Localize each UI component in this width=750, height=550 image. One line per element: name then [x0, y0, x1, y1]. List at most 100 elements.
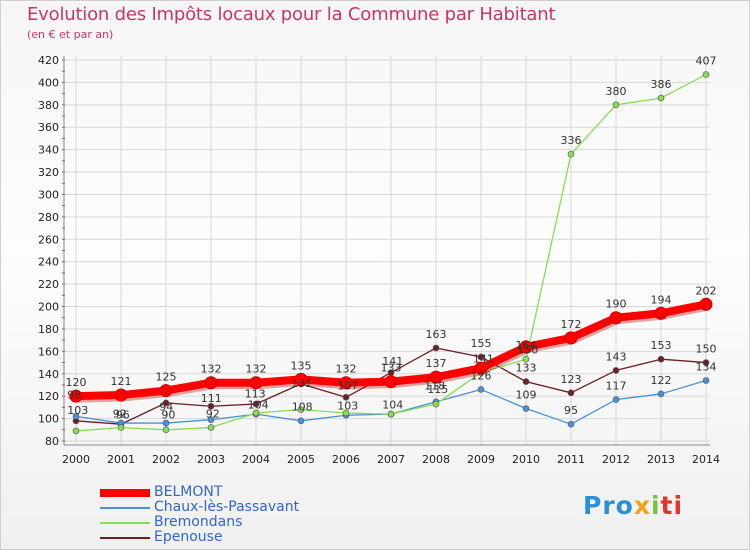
data-point	[474, 361, 488, 375]
data-point	[567, 420, 575, 428]
x-tick-label: 2006	[332, 453, 360, 466]
data-label: 132	[246, 363, 267, 376]
data-point	[567, 389, 575, 397]
data-label: 336	[561, 134, 582, 147]
data-label-overlap: 103	[337, 400, 358, 413]
data-label: 380	[606, 85, 627, 98]
data-label: 120	[66, 376, 87, 389]
data-label-overlap: 92	[113, 407, 127, 420]
data-point	[657, 355, 665, 363]
data-point	[477, 353, 485, 361]
x-tick-label: 2011	[557, 453, 585, 466]
data-label: 109	[516, 389, 537, 402]
logo-part-4: ti	[660, 491, 684, 520]
data-point	[477, 386, 485, 393]
data-label: 132	[336, 363, 357, 376]
y-tick-label: 320	[38, 166, 59, 179]
legend-swatch	[100, 522, 150, 524]
data-point	[252, 400, 260, 408]
chart-subtitle: (en € et par an)	[27, 28, 114, 41]
data-label-overlap: 115	[427, 383, 448, 396]
data-label: 143	[606, 350, 627, 363]
data-point	[297, 417, 305, 425]
legend-swatch	[100, 537, 150, 539]
data-label-overlap: 104	[382, 399, 403, 412]
data-label: 134	[696, 360, 717, 373]
data-point	[702, 359, 710, 366]
data-point	[252, 409, 260, 417]
data-point	[72, 427, 80, 435]
data-label: 164	[516, 339, 537, 352]
x-tick-label: 2012	[602, 453, 630, 466]
y-tick-label: 360	[38, 121, 59, 134]
data-label: 135	[291, 359, 312, 372]
data-label: 150	[696, 343, 717, 356]
data-label-overlap: 141	[473, 353, 494, 366]
data-label-overlap: 108	[292, 401, 313, 414]
y-tick-label: 80	[45, 435, 59, 448]
y-tick-label: 120	[38, 390, 59, 403]
y-tick-label: 220	[38, 278, 59, 291]
data-label: 123	[561, 373, 582, 386]
data-point	[564, 331, 578, 345]
data-point	[162, 399, 170, 407]
data-point	[702, 377, 710, 384]
data-label: 126	[471, 369, 492, 382]
data-point	[654, 306, 668, 320]
x-tick-label: 2007	[377, 453, 405, 466]
data-point	[162, 419, 170, 427]
data-point	[117, 424, 125, 431]
x-tick-label: 2010	[512, 453, 540, 466]
x-tick-label: 2014	[692, 453, 720, 466]
legend-label: Epenouse	[154, 529, 223, 545]
x-tick-label: 2000	[62, 453, 90, 466]
y-tick-label: 280	[38, 211, 59, 224]
data-label: 122	[651, 374, 672, 387]
data-label: 155	[471, 337, 492, 350]
data-label-overlap: 107	[337, 379, 358, 392]
data-label: 153	[651, 339, 672, 352]
y-tick-label: 380	[38, 99, 59, 112]
data-label-overlap: 92	[206, 407, 220, 420]
data-point	[159, 384, 173, 398]
data-label-overlap: 98	[67, 388, 81, 401]
data-point	[207, 402, 215, 410]
data-point	[612, 367, 620, 374]
data-point	[522, 355, 530, 363]
proxiti-logo: Proxiti	[583, 491, 683, 520]
data-point	[204, 376, 218, 390]
logo-part-2: x	[633, 491, 651, 520]
data-point	[609, 311, 623, 325]
y-tick-label: 200	[38, 301, 59, 314]
data-point	[387, 410, 395, 418]
data-label: 202	[696, 284, 717, 297]
legend-swatch	[100, 489, 150, 497]
data-point	[699, 297, 713, 311]
y-tick-label: 180	[38, 323, 59, 336]
data-point	[657, 94, 665, 102]
data-point	[162, 426, 170, 434]
x-tick-label: 2002	[152, 453, 180, 466]
x-tick-label: 2009	[467, 453, 495, 466]
data-label: 133	[381, 362, 402, 375]
data-point	[297, 406, 305, 413]
data-point	[432, 400, 440, 408]
data-label-overlap: 111	[201, 392, 222, 405]
data-label-overlap: 150	[517, 344, 538, 357]
chart-title: Evolution des Impôts locaux pour la Comm…	[27, 4, 556, 25]
data-label-overlap: 131	[291, 377, 312, 390]
y-tick-label: 300	[38, 188, 59, 201]
legend-label: Bremondans	[154, 514, 243, 530]
logo-part-3: i	[650, 491, 661, 520]
data-point	[384, 375, 398, 389]
data-label-overlap: 94	[159, 401, 173, 414]
data-point	[342, 393, 350, 401]
data-point	[702, 71, 710, 78]
legend-swatch	[100, 507, 150, 509]
data-point	[207, 424, 215, 431]
y-tick-label: 160	[38, 345, 59, 358]
y-tick-label: 400	[38, 76, 59, 89]
data-label: 121	[111, 375, 132, 388]
data-point	[342, 409, 350, 417]
